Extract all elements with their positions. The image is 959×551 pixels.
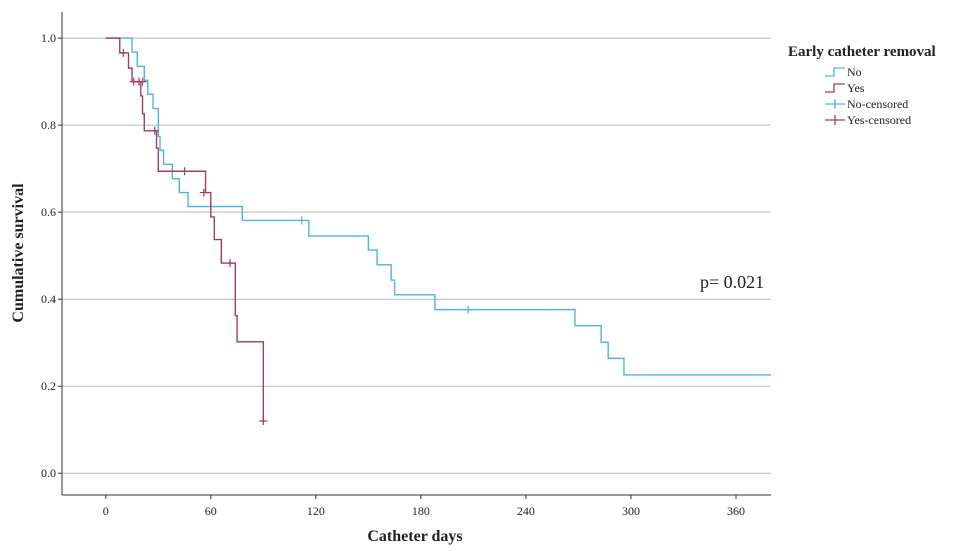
legend-swatch-yes [825, 83, 845, 93]
x-tick-label: 180 [412, 504, 430, 518]
y-axis-title: Cumulative survival [10, 183, 27, 323]
tick-labels: 0.0 0.2 0.4 0.6 0.8 1.0 0 60 120 180 240 300 360 [41, 31, 745, 518]
x-tick-label: 0 [103, 504, 109, 518]
series-line-no [105, 37, 771, 376]
axes [58, 12, 771, 499]
y-tick-label: 1.0 [41, 31, 56, 45]
censor-mark-yes [119, 48, 128, 57]
legend-label: No [847, 65, 862, 79]
grid-lines [62, 37, 771, 474]
y-tick-label: 0.6 [41, 205, 56, 219]
censor-mark-yes [138, 77, 147, 86]
legend-label: No-censored [847, 97, 908, 111]
censor-mark-yes [199, 188, 208, 197]
legend-title: Early catheter removal [788, 44, 936, 60]
legend-swatch-no-censored [825, 99, 845, 109]
y-tick-label: 0.2 [41, 379, 56, 393]
series-line-yes [105, 37, 265, 422]
legend: Early catheter removal No Yes No-censored Y… [788, 44, 936, 127]
y-tick-label: 0.0 [41, 466, 56, 480]
censor-mark-yes [259, 417, 268, 426]
y-tick-label: 0.4 [41, 292, 56, 306]
legend-label: Yes-censored [847, 113, 911, 127]
survival-curves [105, 37, 771, 426]
censor-mark-no [464, 305, 473, 314]
censor-mark-no [297, 216, 306, 225]
p-value-annotation: p= 0.021 [700, 272, 764, 292]
x-axis-title: Catheter days [367, 528, 462, 545]
x-tick-label: 240 [517, 504, 535, 518]
x-tick-label: 300 [622, 504, 640, 518]
legend-swatch-yes-censored [825, 115, 845, 125]
x-tick-label: 360 [727, 504, 745, 518]
censor-mark-yes [180, 167, 189, 176]
legend-label: Yes [847, 81, 865, 95]
legend-swatch-no [825, 67, 845, 77]
x-tick-label: 120 [307, 504, 325, 518]
censor-mark-yes [226, 259, 235, 268]
legend-items: No Yes No-censored Yes-censored [825, 65, 911, 127]
x-tick-label: 60 [205, 504, 217, 518]
censor-mark-yes [150, 126, 159, 135]
y-tick-label: 0.8 [41, 118, 56, 132]
